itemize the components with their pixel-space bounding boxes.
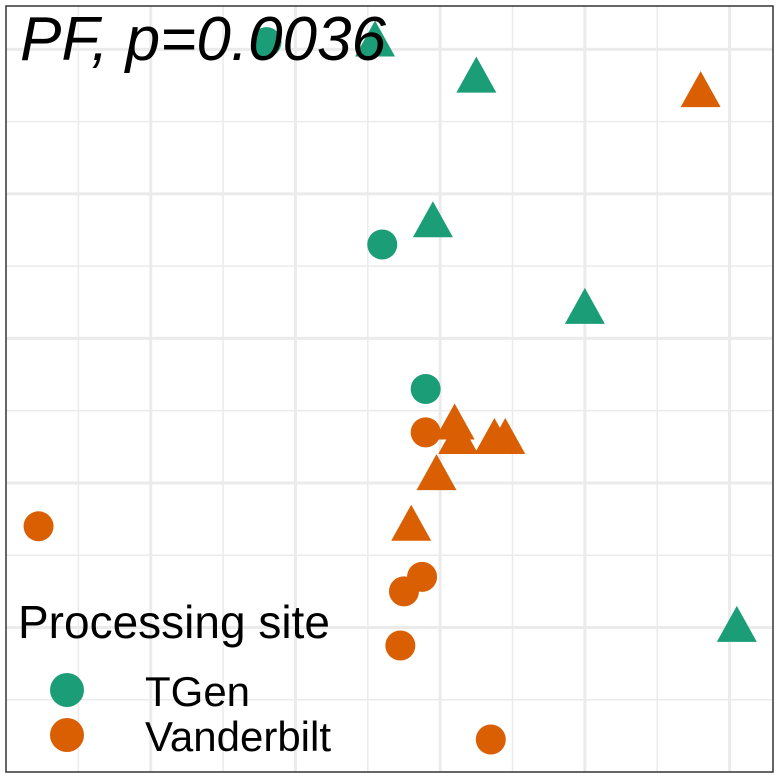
- point-tgen-circle: [410, 374, 441, 404]
- point-tgen-triangle: [456, 56, 497, 93]
- plot-border: [5, 5, 774, 773]
- point-vanderbilt-triangle: [416, 454, 457, 491]
- point-vanderbilt-circle: [475, 724, 506, 755]
- point-tgen-circle: [367, 229, 398, 260]
- point-vanderbilt-circle: [385, 630, 416, 661]
- point-vanderbilt-triangle: [680, 71, 721, 108]
- legend-label-vanderbilt: Vanderbilt: [145, 713, 331, 760]
- legend: Processing site TGen Vanderbilt: [18, 596, 331, 760]
- point-vanderbilt-circle: [388, 576, 419, 607]
- legend-key-vanderbilt: [50, 718, 84, 752]
- point-vanderbilt-triangle: [485, 417, 526, 454]
- point-tgen-triangle: [412, 201, 453, 238]
- point-tgen-circle: [251, 27, 282, 58]
- point-vanderbilt-triangle: [438, 417, 479, 454]
- point-vanderbilt-circle: [23, 511, 54, 542]
- legend-label-tgen: TGen: [145, 668, 250, 715]
- legend-key-tgen: [50, 673, 84, 707]
- legend-title: Processing site: [18, 596, 330, 648]
- point-tgen-triangle: [355, 20, 396, 57]
- point-vanderbilt-circle: [410, 417, 441, 448]
- chart-title: PF, p=0.0036: [20, 5, 387, 74]
- point-tgen-triangle: [716, 605, 757, 642]
- data-points: [23, 20, 757, 755]
- point-tgen-triangle: [564, 287, 605, 324]
- point-vanderbilt-triangle: [391, 504, 432, 541]
